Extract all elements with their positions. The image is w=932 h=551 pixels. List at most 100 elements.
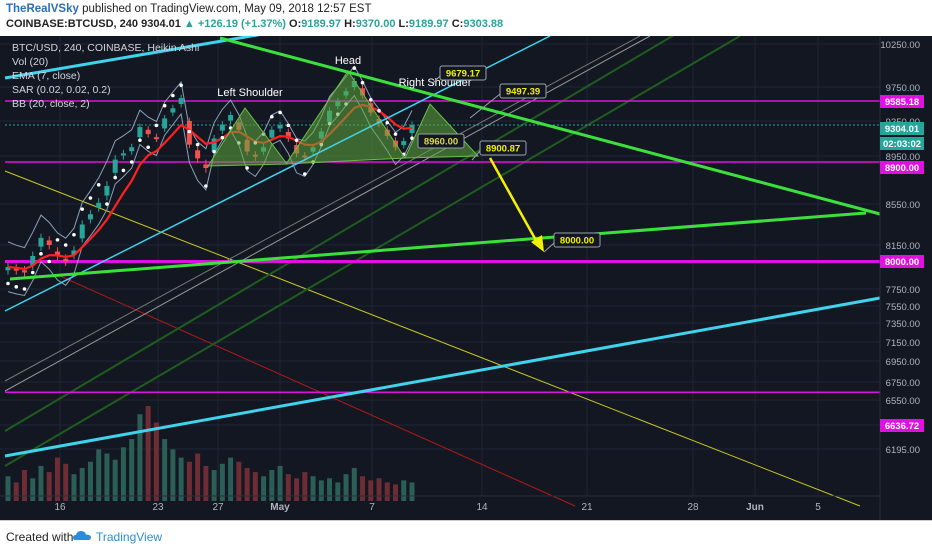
volume-bar-16 xyxy=(137,414,143,501)
candle-body-11 xyxy=(96,202,102,208)
price-tick-9: 7150.00 xyxy=(886,338,920,349)
price-tick-5: 8150.00 xyxy=(886,241,920,252)
volume-bar-37 xyxy=(310,476,316,501)
candle-body-16 xyxy=(137,127,143,138)
pattern-label-0: Left Shoulder xyxy=(217,87,283,99)
volume-bar-41 xyxy=(343,474,349,501)
volume-bar-46 xyxy=(384,482,390,501)
sar-dot-16 xyxy=(138,138,142,143)
sar-dot-43 xyxy=(360,80,365,85)
symbol-label: COINBASE:BTCUSD, 240 xyxy=(6,18,139,30)
callout-label-1: 9497.39 xyxy=(506,87,540,98)
volume-bar-26 xyxy=(219,463,225,501)
volume-bar-44 xyxy=(368,480,374,501)
sar-dot-18 xyxy=(154,123,159,128)
candle-body-25 xyxy=(211,138,217,152)
volume-bar-7 xyxy=(63,463,69,501)
volume-bar-35 xyxy=(294,478,300,501)
volume-bar-14 xyxy=(120,447,126,501)
volume-bar-25 xyxy=(211,470,217,501)
volume-bar-6 xyxy=(54,457,60,501)
price-label-bg-2 xyxy=(880,137,924,150)
candle-body-0 xyxy=(5,267,11,271)
sar-dot-17 xyxy=(146,145,150,150)
sar-dot-33 xyxy=(278,110,282,115)
candle-body-9 xyxy=(79,224,85,239)
price-tick-12: 6550.00 xyxy=(886,396,920,407)
author-name[interactable]: TheRealVSky xyxy=(6,3,79,15)
cyan-trend-line-bottom xyxy=(4,296,881,458)
candle-body-43 xyxy=(360,88,366,96)
volume-bar-36 xyxy=(302,472,308,501)
sar-dot-46 xyxy=(385,120,390,125)
sar-dot-4 xyxy=(39,252,43,256)
callout-box-4 xyxy=(553,232,601,248)
time-tick-3: May xyxy=(270,502,290,513)
change-up-icon: ▲ xyxy=(183,18,195,30)
candle-body-26 xyxy=(219,124,225,131)
tradingview-brand[interactable]: TradingView xyxy=(96,530,163,544)
volume-bar-8 xyxy=(71,474,77,501)
price-tick-7: 7550.00 xyxy=(886,302,920,313)
sar-dot-13 xyxy=(113,175,117,180)
price-tick-1: 9750.00 xyxy=(886,83,920,94)
price-tick-8: 7350.00 xyxy=(886,319,920,330)
callout-leader-0 xyxy=(431,75,441,85)
head-shape xyxy=(285,70,406,165)
callout-label-2: 8960.00 xyxy=(424,137,458,148)
sar-dot-26 xyxy=(220,135,225,140)
candle-body-10 xyxy=(87,214,93,220)
volume-bar-15 xyxy=(129,439,135,501)
volume-bar-10 xyxy=(87,461,93,501)
volume-bar-28 xyxy=(236,461,242,501)
callout-leader-1 xyxy=(469,93,501,119)
volume-bar-4 xyxy=(38,465,44,501)
low-label: L: xyxy=(398,18,409,30)
left-shoulder-shape xyxy=(207,107,288,167)
volume-bar-2 xyxy=(21,470,27,501)
sar-dot-7 xyxy=(63,243,68,247)
sar-dot-3 xyxy=(30,270,35,275)
volume-bar-13 xyxy=(112,459,118,501)
candle-body-33 xyxy=(277,125,283,129)
price-tick-10: 6950.00 xyxy=(886,357,920,368)
high-value: 9370.00 xyxy=(355,18,396,30)
price-tick-6: 7750.00 xyxy=(886,285,920,296)
volume-bar-18 xyxy=(153,422,159,501)
volume-bar-3 xyxy=(30,478,36,501)
sar-dot-10 xyxy=(88,196,93,200)
candle-body-48 xyxy=(401,141,407,146)
created-with-text: Created with xyxy=(6,530,74,544)
sar-dot-8 xyxy=(72,232,76,237)
candle-body-21 xyxy=(178,98,184,104)
sar-dot-6 xyxy=(55,238,60,242)
volume-bar-42 xyxy=(351,467,357,501)
volume-bar-24 xyxy=(203,465,209,501)
volume-bar-20 xyxy=(170,449,176,501)
candle-body-27 xyxy=(228,115,234,121)
legend-bb: BB (20, close, 2) xyxy=(12,98,90,110)
volume-bar-11 xyxy=(96,449,102,501)
callout-box-2 xyxy=(417,133,465,149)
legend-ema: EMA (7, close) xyxy=(12,70,81,82)
candle-body-18 xyxy=(153,137,159,140)
price-tick-0: 10250.00 xyxy=(880,40,920,51)
chart-area[interactable]: Left Shoulder Head Right Shoulder 9679.17 94… xyxy=(0,36,932,520)
close-label: C: xyxy=(451,18,464,30)
sar-dot-5 xyxy=(47,259,52,264)
sar-dot-20 xyxy=(171,93,175,98)
price-label-4: 8000.00 xyxy=(885,257,919,268)
volume-bar-27 xyxy=(228,457,234,501)
yellow-diagonal-line xyxy=(4,170,861,507)
callout-box-3 xyxy=(479,140,527,156)
candle-body-23 xyxy=(195,150,201,159)
time-tick-2: 27 xyxy=(212,502,224,513)
sar-dot-29 xyxy=(245,166,249,170)
ohlc-line: COINBASE:BTCUSD, 240 9304.01 ▲ +126.19 (… xyxy=(6,18,503,30)
time-tick-6: 21 xyxy=(581,502,593,513)
legend-sar: SAR (0.02, 0.02, 0.2) xyxy=(12,84,111,96)
volume-bar-29 xyxy=(244,467,250,501)
volume-bar-31 xyxy=(261,476,267,501)
sar-dot-14 xyxy=(121,168,126,173)
